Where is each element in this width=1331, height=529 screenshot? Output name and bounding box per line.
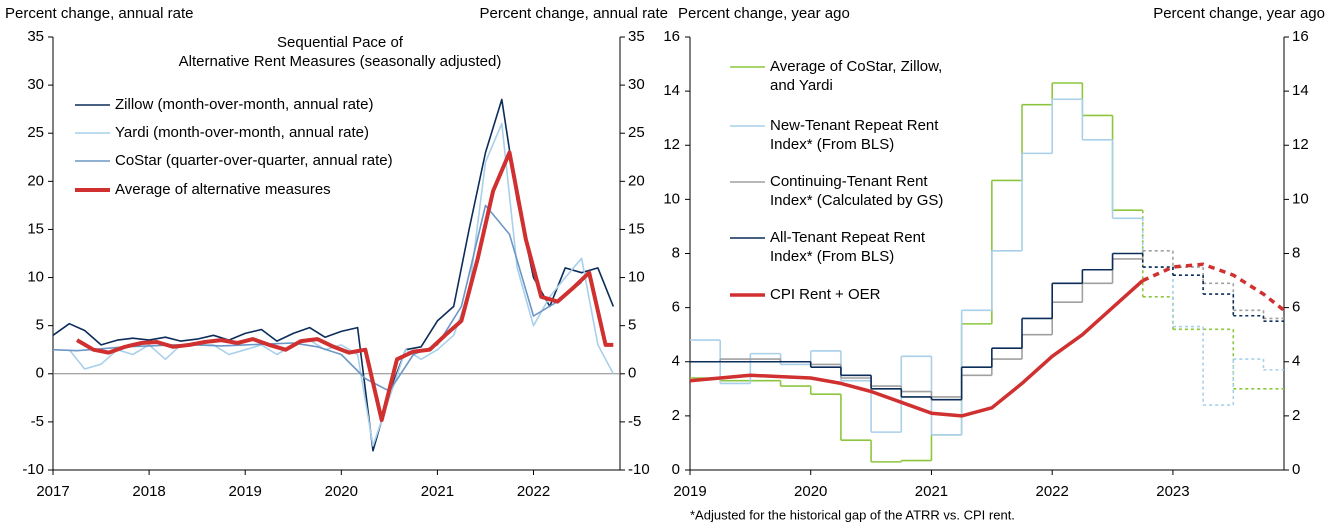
y-tick-label: -10 xyxy=(22,461,44,478)
y-tick-label: 8 xyxy=(672,244,680,261)
legend-label: Index* (From BLS) xyxy=(770,136,894,153)
y2-axis-label: Percent change, annual rate xyxy=(480,5,668,22)
legend-label: New-Tenant Repeat Rent xyxy=(770,117,939,134)
series-line xyxy=(52,204,583,392)
y2-tick-label: 8 xyxy=(1292,244,1300,261)
y2-tick-label: 35 xyxy=(628,28,645,45)
series-line xyxy=(689,279,1144,418)
legend-label: and Yardi xyxy=(770,77,833,94)
y2-tick-label: 16 xyxy=(1292,28,1309,45)
y2-tick-label: -5 xyxy=(628,413,641,430)
legend-label: Average of CoStar, Zillow, xyxy=(770,58,942,75)
series-line xyxy=(68,122,615,447)
y2-tick-label: 10 xyxy=(1292,190,1309,207)
y-tick-label: 15 xyxy=(27,220,44,237)
y-tick-label: 14 xyxy=(663,82,680,99)
y2-axis-label: Percent change, year ago xyxy=(1153,5,1325,22)
y-axis-label: Percent change, year ago xyxy=(678,5,850,22)
legend-label: Yardi (month-over-month, annual rate) xyxy=(115,124,369,141)
x-tick-label: 2020 xyxy=(325,483,358,500)
y2-tick-label: 2 xyxy=(1292,407,1300,424)
chart-title: Sequential Pace of xyxy=(277,34,404,51)
x-tick-label: 2019 xyxy=(673,483,706,500)
y-tick-label: 16 xyxy=(663,28,680,45)
y-tick-label: 12 xyxy=(663,136,680,153)
y2-tick-label: 15 xyxy=(628,220,645,237)
legend-label: Index* (Calculated by GS) xyxy=(770,192,943,209)
legend-label: CoStar (quarter-over-quarter, annual rat… xyxy=(115,152,393,169)
y-axis-label: Percent change, annual rate xyxy=(5,5,193,22)
y2-tick-label: 25 xyxy=(628,124,645,141)
x-tick-label: 2017 xyxy=(36,483,69,500)
y2-tick-label: 10 xyxy=(628,269,645,286)
legend-label: All-Tenant Repeat Rent xyxy=(770,229,926,246)
y2-tick-label: 6 xyxy=(1292,299,1300,316)
y-tick-label: 35 xyxy=(27,28,44,45)
x-tick-label: 2018 xyxy=(132,483,165,500)
y-tick-label: 20 xyxy=(27,172,44,189)
y2-tick-label: -10 xyxy=(628,461,650,478)
y-tick-label: 6 xyxy=(672,299,680,316)
series-line xyxy=(75,150,614,422)
x-tick-label: 2022 xyxy=(517,483,550,500)
y2-tick-label: 5 xyxy=(628,317,636,334)
x-tick-label: 2022 xyxy=(1036,483,1069,500)
y-tick-label: 10 xyxy=(27,269,44,286)
legend-label: Index* (From BLS) xyxy=(770,248,894,265)
legend-label: CPI Rent + OER xyxy=(770,286,881,303)
y-tick-label: 0 xyxy=(36,365,44,382)
series-line xyxy=(1141,262,1286,312)
y-tick-label: 0 xyxy=(672,461,680,478)
x-tick-label: 2021 xyxy=(421,483,454,500)
legend-label: Continuing-Tenant Rent xyxy=(770,173,928,190)
y-tick-label: 30 xyxy=(27,76,44,93)
y2-tick-label: 0 xyxy=(1292,461,1300,478)
y2-tick-label: 0 xyxy=(628,365,636,382)
x-tick-label: 2019 xyxy=(229,483,262,500)
y-tick-label: 5 xyxy=(36,317,44,334)
y2-tick-label: 12 xyxy=(1292,136,1309,153)
y2-tick-label: 20 xyxy=(628,172,645,189)
y-tick-label: -5 xyxy=(31,413,44,430)
y2-tick-label: 30 xyxy=(628,76,645,93)
x-tick-label: 2020 xyxy=(794,483,827,500)
y-tick-label: 2 xyxy=(672,407,680,424)
y-tick-label: 4 xyxy=(672,353,680,370)
y2-tick-label: 4 xyxy=(1292,353,1300,370)
legend-label: Average of alternative measures xyxy=(115,181,331,198)
legend-label: Zillow (month-over-month, annual rate) xyxy=(115,96,373,113)
x-tick-label: 2023 xyxy=(1156,483,1189,500)
y-tick-label: 25 xyxy=(27,124,44,141)
footnote: *Adjusted for the historical gap of the … xyxy=(690,507,1015,522)
x-tick-label: 2021 xyxy=(915,483,948,500)
y-tick-label: 10 xyxy=(663,190,680,207)
y2-tick-label: 14 xyxy=(1292,82,1309,99)
chart-title: Alternative Rent Measures (seasonally ad… xyxy=(179,53,502,70)
